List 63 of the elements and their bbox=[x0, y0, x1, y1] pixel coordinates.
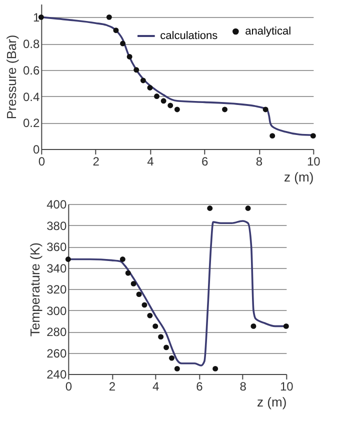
point bbox=[174, 366, 180, 372]
x-axis-title: z (m) bbox=[257, 394, 287, 410]
point bbox=[212, 366, 218, 372]
point bbox=[113, 28, 119, 34]
x-tick-label: 4 bbox=[152, 380, 160, 394]
legend-label: calculations bbox=[160, 30, 218, 42]
y-axis-title: Temperature (K) bbox=[28, 242, 43, 336]
point bbox=[106, 14, 112, 20]
point bbox=[154, 94, 160, 100]
point bbox=[120, 40, 126, 46]
point bbox=[134, 67, 140, 73]
point bbox=[168, 355, 174, 361]
y-axis-title: Pressure (Bar) bbox=[4, 34, 19, 120]
y-tick-label: 0.4 bbox=[22, 90, 40, 104]
y-tick-label: 240 bbox=[46, 368, 67, 382]
point bbox=[125, 270, 131, 276]
point bbox=[65, 256, 71, 262]
x-tick-label: 8 bbox=[256, 154, 263, 168]
point bbox=[283, 323, 289, 329]
point bbox=[130, 280, 136, 286]
x-tick-label: 8 bbox=[240, 380, 247, 394]
x-tick-label: 6 bbox=[202, 154, 209, 168]
y-tick-label: 360 bbox=[46, 240, 67, 254]
point bbox=[164, 344, 169, 350]
y-tick-label: 0.2 bbox=[22, 116, 40, 130]
point bbox=[140, 78, 146, 84]
y-tick-label: 260 bbox=[46, 346, 67, 360]
y-tick-label: 0 bbox=[32, 142, 40, 156]
x-tick-label: 10 bbox=[306, 154, 321, 168]
x-axis-title: z (m) bbox=[284, 170, 314, 184]
point bbox=[310, 133, 316, 139]
legend-label: analytical bbox=[245, 26, 292, 38]
y-tick-label: 0.6 bbox=[22, 63, 40, 78]
point bbox=[245, 206, 251, 211]
y-tick-label: 380 bbox=[46, 218, 67, 233]
point bbox=[207, 206, 213, 211]
point bbox=[174, 106, 180, 112]
point bbox=[147, 84, 153, 90]
y-tick-label: 400 bbox=[46, 198, 67, 212]
y-tick-label: 0.8 bbox=[22, 37, 40, 52]
y-tick-label: 300 bbox=[46, 304, 67, 318]
x-tick-label: 4 bbox=[147, 154, 154, 168]
x-tick-label: 10 bbox=[280, 380, 294, 394]
x-tick-label: 2 bbox=[108, 380, 116, 394]
y-tick-label: 320 bbox=[46, 282, 67, 296]
point bbox=[142, 302, 148, 308]
y-tick-label: 280 bbox=[46, 325, 67, 339]
y-tick-label: 1 bbox=[32, 10, 40, 25]
point bbox=[250, 323, 256, 329]
point bbox=[126, 54, 132, 60]
point bbox=[262, 106, 268, 112]
point bbox=[158, 334, 164, 340]
x-tick-label: 2 bbox=[92, 154, 100, 168]
point bbox=[120, 256, 126, 262]
point bbox=[152, 323, 158, 329]
y-tick-label: 340 bbox=[46, 261, 67, 276]
point bbox=[222, 106, 228, 112]
point bbox=[270, 133, 276, 139]
point bbox=[147, 312, 153, 318]
point bbox=[168, 102, 174, 108]
point bbox=[136, 292, 142, 298]
point bbox=[160, 98, 166, 104]
x-tick-label: 6 bbox=[196, 380, 204, 394]
